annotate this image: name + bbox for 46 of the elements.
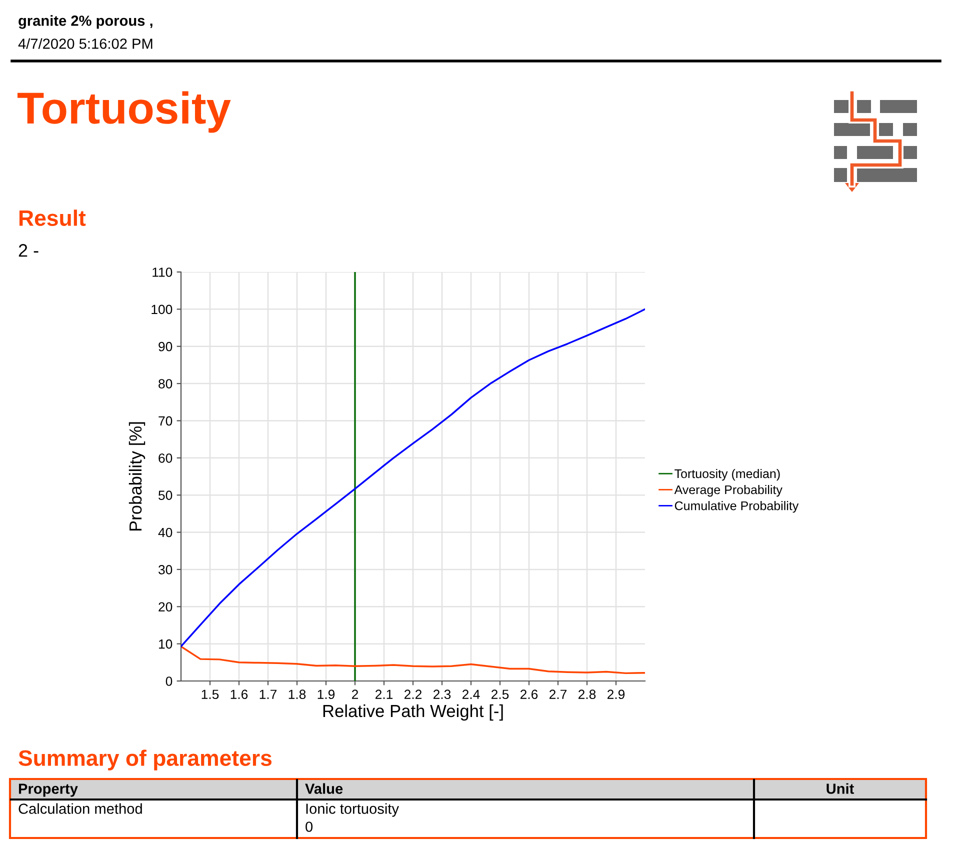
y-tick-label: 50 (158, 490, 172, 500)
chart-title: Tortuosity (18, 91, 231, 133)
x-tick-label: 1.7 (260, 690, 277, 699)
x-tick-label: 2.1 (375, 690, 393, 699)
y-tick-label: 60 (158, 453, 172, 463)
line-series (181, 646, 645, 674)
y-tick-label: 10 (159, 639, 172, 649)
x-tick-label: 2.8 (578, 690, 596, 700)
text: 4/7/2020 5:16:02 PM (18, 38, 152, 49)
x-tick-label: 2.6 (520, 690, 538, 700)
y-tick-label: 70 (158, 416, 172, 426)
y-tick-label: 40 (158, 528, 172, 538)
x-tick-label: 2.5 (491, 690, 509, 700)
y-tick-label: 20 (158, 602, 172, 612)
y-axis-title: Probability [%] (128, 422, 146, 531)
x-tick-label: 1.5 (202, 690, 219, 700)
text: 2 - (18, 244, 38, 257)
line-series (181, 308, 645, 648)
text: Calculation method (18, 803, 142, 814)
text: Summary of parameters (18, 750, 272, 770)
text: Value (305, 783, 343, 794)
text: Ionic tortuosity (306, 803, 399, 817)
legend-label: Average Probability (674, 484, 782, 497)
y-tick-label: 80 (158, 379, 172, 388)
x-tick-label: 2 (352, 690, 358, 699)
y-tick-label: 30 (158, 565, 172, 574)
x-tick-label: 1.9 (318, 690, 335, 700)
y-tick-label: 100 (152, 304, 172, 314)
x-tick-label: 2.3 (433, 690, 451, 700)
x-tick-label: 1.8 (288, 690, 306, 700)
x-tick-label: 2.4 (462, 690, 480, 699)
text: Result (19, 210, 86, 226)
text: Property (18, 784, 78, 797)
y-tick-label: 0 (166, 676, 172, 686)
x-tick-label: 1.6 (230, 690, 248, 700)
x-tick-label: 2.9 (607, 690, 625, 700)
text: 0 (306, 822, 313, 832)
text: Unit (826, 783, 854, 794)
legend-label: Tortuosity (median) (674, 468, 780, 481)
y-tick-label: 90 (158, 342, 172, 352)
legend-label: Cumulative Probability (674, 501, 799, 513)
text: granite 2% porous , (18, 15, 152, 29)
x-axis-title: Relative Path Weight [-] (323, 704, 503, 721)
x-tick-label: 2.2 (404, 690, 422, 699)
y-tick-label: 110 (152, 268, 172, 277)
x-tick-label: 2.7 (549, 690, 567, 699)
